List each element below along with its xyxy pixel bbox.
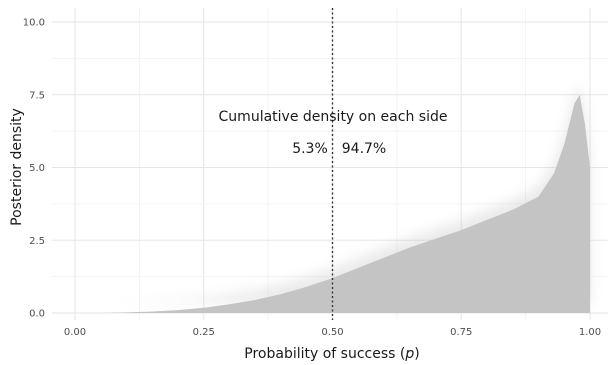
x-tick-label: 0.50	[321, 327, 343, 338]
right-cumulative-label: 94.7%	[342, 141, 386, 157]
y-tick-label: 10.0	[23, 18, 45, 29]
annotation-title: Cumulative density on each side	[219, 109, 448, 125]
x-axis-title: Probability of success (p)	[244, 346, 419, 362]
y-tick-label: 5.0	[29, 163, 45, 174]
left-cumulative-label: 5.3%	[292, 141, 328, 157]
y-axis-title: Posterior density	[9, 108, 25, 226]
x-tick-label: 0.25	[193, 327, 215, 338]
x-tick-label: 1.00	[579, 327, 601, 338]
x-tick-label: 0.75	[450, 327, 472, 338]
y-tick-label: 7.5	[29, 90, 45, 101]
x-tick-label: 0.00	[64, 327, 86, 338]
y-tick-label: 0.0	[29, 309, 45, 320]
tick-labels: 0.00 0.25 0.50 0.75 1.00 0.0 2.5 5.0 7.5 10.0	[23, 18, 601, 339]
density-fill	[75, 94, 590, 313]
density-area	[75, 84, 590, 313]
y-tick-label: 2.5	[29, 236, 45, 247]
